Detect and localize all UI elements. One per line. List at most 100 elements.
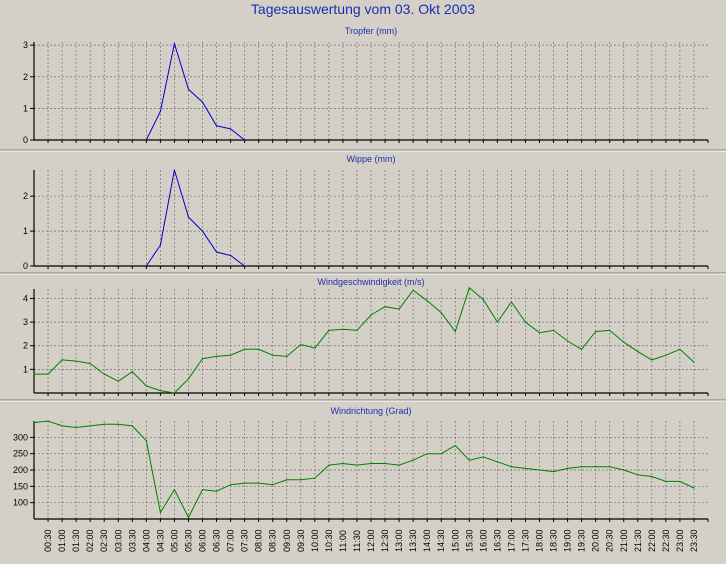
data-point	[496, 321, 498, 323]
x-tick-label: 16:00	[478, 529, 488, 552]
x-tick-label: 01:00	[57, 529, 67, 552]
data-point	[229, 484, 232, 486]
data-point	[328, 329, 330, 331]
x-tick-label: 06:30	[212, 529, 222, 552]
data-point	[187, 378, 190, 380]
data-point	[665, 354, 667, 356]
data-point	[131, 425, 133, 427]
data-point	[510, 466, 513, 468]
data-point	[258, 482, 260, 484]
x-tick-label: 21:30	[633, 529, 643, 552]
data-point	[468, 287, 470, 289]
data-point	[440, 312, 442, 314]
data-point	[468, 459, 470, 461]
data-point	[89, 425, 91, 427]
data-point	[229, 354, 232, 356]
series-line	[145, 169, 245, 267]
data-point	[173, 169, 176, 171]
data-point	[412, 289, 414, 291]
data-point	[496, 461, 498, 463]
data-point	[229, 128, 232, 130]
data-point	[244, 482, 246, 484]
data-point	[398, 464, 400, 466]
panel-title: Windrichtung (Grad)	[330, 406, 411, 416]
data-point	[637, 351, 639, 353]
data-point	[609, 466, 611, 468]
data-point	[215, 251, 218, 253]
x-tick-label: 07:30	[240, 529, 250, 552]
data-point	[173, 489, 176, 491]
data-point	[47, 420, 49, 422]
data-point	[552, 471, 555, 473]
data-point	[609, 329, 611, 331]
series-line	[145, 43, 245, 141]
data-point	[454, 330, 456, 333]
data-point	[693, 361, 695, 363]
data-point	[651, 359, 653, 361]
x-tick-label: 05:00	[169, 529, 179, 552]
data-point	[300, 479, 302, 481]
data-point	[33, 422, 35, 424]
x-tick-label: 13:00	[394, 529, 404, 552]
x-tick-label: 15:00	[450, 529, 460, 552]
x-tick-label: 11:30	[352, 530, 362, 552]
data-point	[300, 343, 302, 346]
data-point	[412, 459, 414, 461]
x-tick-label: 16:30	[492, 529, 502, 552]
data-point	[89, 362, 91, 365]
x-tick-label: 13:30	[408, 529, 418, 552]
y-tick-label: 4	[23, 293, 28, 303]
x-tick-label: 12:00	[366, 529, 376, 552]
x-tick-label: 19:00	[563, 529, 573, 552]
data-point	[679, 348, 681, 350]
data-point	[244, 348, 246, 350]
data-point	[398, 308, 400, 310]
y-tick-label: 2	[23, 72, 28, 82]
y-tick-label: 100	[13, 498, 28, 508]
data-point	[201, 358, 204, 360]
chart-panel-3: 1 2 3 4 Windgeschwindigkeit (m/s)	[0, 277, 726, 402]
y-tick-label: 0	[23, 135, 28, 145]
x-tick-label: 14:30	[436, 529, 446, 552]
data-point	[426, 300, 428, 302]
data-point	[75, 426, 77, 429]
data-point	[272, 354, 274, 356]
data-point	[145, 385, 147, 387]
data-point	[552, 329, 555, 331]
x-tick-label: 12:30	[380, 529, 390, 552]
data-point	[314, 347, 316, 349]
data-point	[637, 474, 639, 476]
chart-panel-1: 0 1 2 3 Tropfer (mm)	[0, 26, 726, 152]
panel-title: Wippe (mm)	[347, 154, 396, 164]
data-point	[581, 348, 583, 350]
x-tick-label: 17:30	[521, 529, 531, 552]
x-tick-label: 07:00	[226, 529, 236, 552]
data-point	[173, 392, 176, 394]
x-tick-label: 00:30	[43, 529, 53, 552]
y-tick-label: 0	[23, 261, 28, 271]
x-tick-label: 03:00	[113, 529, 123, 552]
chart-panel-2: 0 1 2 Wippe (mm)	[0, 154, 726, 275]
data-point	[201, 230, 204, 232]
data-point	[566, 467, 569, 469]
x-tick-label: 22:30	[661, 529, 671, 552]
series-line	[34, 286, 695, 394]
x-tick-label: 01:30	[71, 529, 81, 552]
data-point	[159, 511, 161, 514]
data-point	[440, 453, 442, 455]
data-point	[145, 440, 147, 442]
y-tick-label: 3	[23, 317, 28, 327]
panel-title: Windgeschwindigkeit (m/s)	[317, 277, 424, 287]
y-tick-label: 2	[23, 341, 28, 351]
series-line	[33, 420, 695, 519]
data-point	[314, 477, 316, 479]
data-point	[258, 348, 260, 350]
x-tick-label: 09:00	[282, 529, 292, 552]
y-tick-label: 1	[23, 364, 28, 374]
data-point	[131, 371, 133, 373]
data-point	[215, 355, 218, 357]
data-point	[623, 469, 625, 471]
x-tick-label: 09:30	[296, 529, 306, 552]
y-tick-label: 300	[13, 432, 28, 442]
